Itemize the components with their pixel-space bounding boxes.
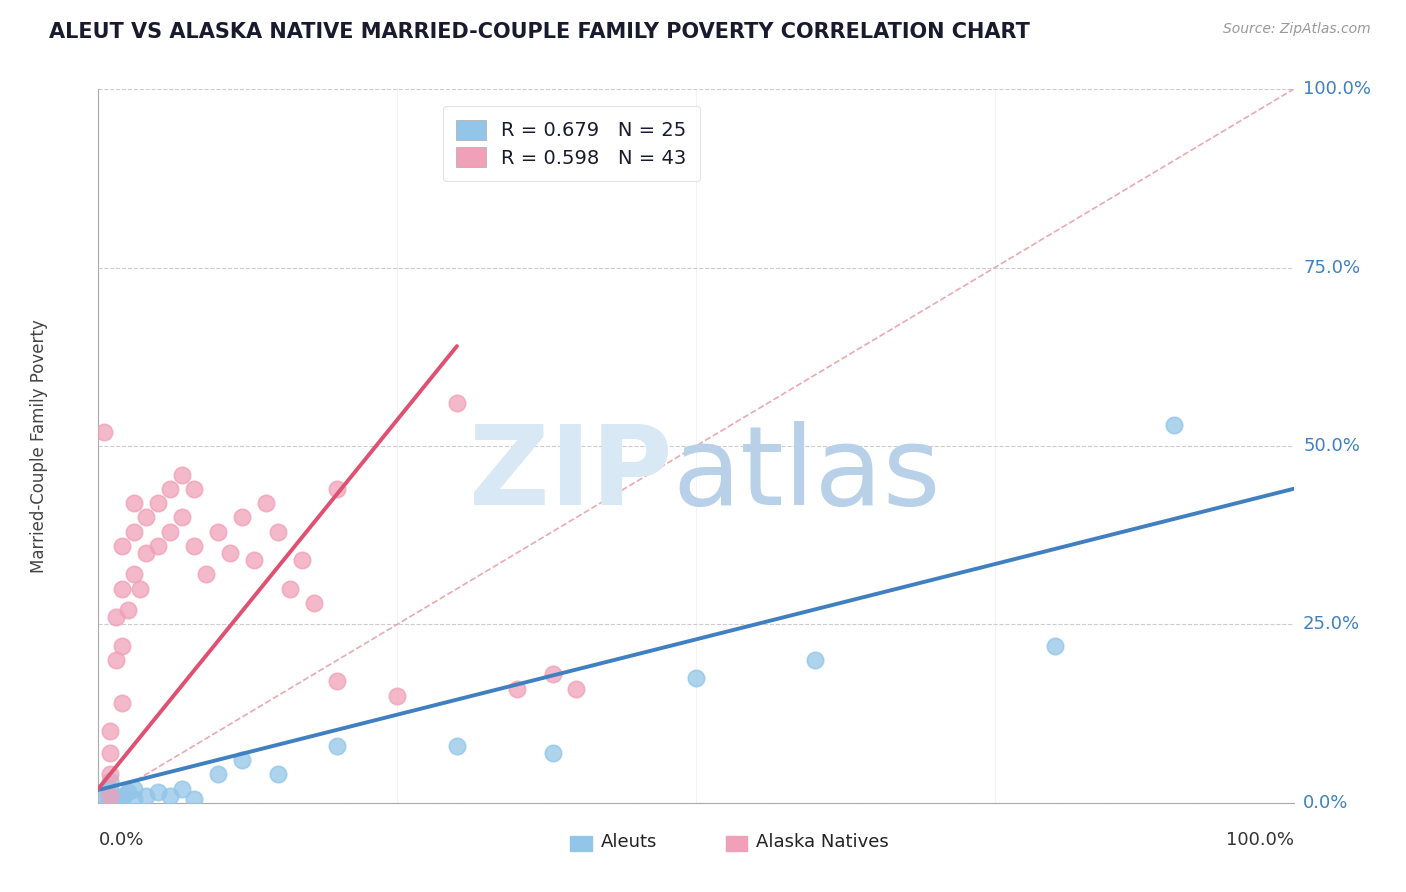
Point [172,510,194,524]
Point [98,724,122,739]
Point [1163,417,1185,432]
Point [124,496,146,510]
Text: 25.0%: 25.0% [1303,615,1360,633]
Point [93,425,115,439]
Point [97,789,120,803]
Text: 100.0%: 100.0% [1226,831,1294,849]
Point [105,610,128,624]
Point [98,789,122,803]
Point [172,467,194,482]
Point [565,681,588,696]
Point [183,539,205,553]
Point [291,553,314,567]
Point [111,696,134,710]
Point [98,781,122,796]
Text: 50.0%: 50.0% [1303,437,1360,455]
Point [148,785,170,799]
Point [159,524,181,539]
Point [111,639,134,653]
Point [148,496,170,510]
Text: atlas: atlas [672,421,941,528]
Point [129,582,152,596]
Point [124,524,146,539]
Point [124,792,146,806]
Point [446,739,468,753]
Point [111,789,134,803]
Text: 0.0%: 0.0% [98,831,143,849]
Point [267,767,290,781]
Point [326,482,349,496]
Point [124,781,146,796]
Point [685,671,707,685]
Point [111,792,134,806]
Text: 75.0%: 75.0% [1303,259,1360,277]
Point [446,396,468,410]
Point [172,781,194,796]
Point [254,496,277,510]
Point [135,789,157,803]
Point [98,746,122,760]
Point [506,681,529,696]
Text: Married-Couple Family Poverty: Married-Couple Family Poverty [30,319,48,573]
Point [135,510,157,524]
Point [207,524,229,539]
Point [385,689,409,703]
Point [148,539,170,553]
Point [207,767,229,781]
Point [98,767,122,781]
Text: ZIP: ZIP [468,421,672,528]
Point [541,746,564,760]
Point [105,792,128,806]
Text: 100.0%: 100.0% [1303,80,1371,98]
Point [267,524,290,539]
Point [195,567,218,582]
Point [124,567,146,582]
Point [93,792,115,806]
Point [117,785,139,799]
Point [159,789,181,803]
Point [98,774,122,789]
Text: ALEUT VS ALASKA NATIVE MARRIED-COUPLE FAMILY POVERTY CORRELATION CHART: ALEUT VS ALASKA NATIVE MARRIED-COUPLE FA… [49,22,1031,42]
Point [231,510,253,524]
Point [159,482,181,496]
Point [278,582,301,596]
Point [302,596,325,610]
Text: Aleuts: Aleuts [600,833,657,851]
Point [231,753,253,767]
Point [326,674,349,689]
FancyBboxPatch shape [725,837,748,851]
Point [117,603,139,617]
Point [804,653,827,667]
Point [111,539,134,553]
Point [219,546,242,560]
Text: Source: ZipAtlas.com: Source: ZipAtlas.com [1223,22,1371,37]
Point [111,582,134,596]
Point [135,546,157,560]
Point [243,553,266,567]
FancyBboxPatch shape [571,837,592,851]
Legend: R = 0.679   N = 25, R = 0.598   N = 43: R = 0.679 N = 25, R = 0.598 N = 43 [443,106,700,181]
Point [183,482,205,496]
Point [326,739,349,753]
Point [105,653,128,667]
Text: 0.0%: 0.0% [1303,794,1348,812]
Point [1043,639,1066,653]
Text: Alaska Natives: Alaska Natives [756,833,889,851]
Point [183,792,205,806]
Point [541,667,564,681]
